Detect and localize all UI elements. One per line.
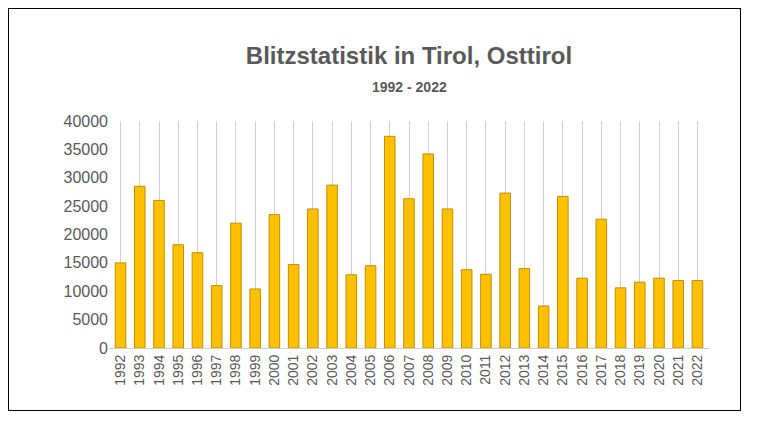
svg-text:2000: 2000 bbox=[266, 354, 282, 385]
svg-text:2008: 2008 bbox=[420, 354, 436, 385]
svg-text:2006: 2006 bbox=[381, 354, 397, 385]
svg-text:1992: 1992 bbox=[112, 354, 128, 385]
svg-text:2002: 2002 bbox=[304, 354, 320, 385]
svg-text:2018: 2018 bbox=[612, 354, 628, 385]
svg-text:1994: 1994 bbox=[151, 354, 167, 385]
svg-text:40000: 40000 bbox=[64, 113, 109, 130]
svg-text:2020: 2020 bbox=[651, 354, 667, 385]
svg-text:10000: 10000 bbox=[64, 283, 109, 300]
svg-text:0: 0 bbox=[99, 340, 108, 357]
svg-text:5000: 5000 bbox=[72, 311, 108, 328]
svg-text:25000: 25000 bbox=[64, 198, 109, 215]
svg-text:Blitzstatistik in Tirol, Ostti: Blitzstatistik in Tirol, Osttirol bbox=[246, 42, 572, 69]
svg-text:1992 - 2022: 1992 - 2022 bbox=[372, 79, 447, 95]
svg-text:2022: 2022 bbox=[689, 354, 705, 385]
svg-text:1998: 1998 bbox=[227, 354, 243, 385]
svg-text:2005: 2005 bbox=[362, 354, 378, 385]
svg-text:2004: 2004 bbox=[343, 354, 359, 385]
svg-text:2013: 2013 bbox=[516, 354, 532, 385]
svg-text:30000: 30000 bbox=[64, 169, 109, 186]
svg-text:2015: 2015 bbox=[554, 354, 570, 385]
svg-text:1995: 1995 bbox=[170, 354, 186, 385]
svg-text:1997: 1997 bbox=[208, 354, 224, 385]
svg-text:1993: 1993 bbox=[131, 354, 147, 385]
svg-text:2017: 2017 bbox=[593, 354, 609, 385]
svg-text:2011: 2011 bbox=[477, 354, 493, 384]
svg-text:2009: 2009 bbox=[439, 354, 455, 385]
svg-text:15000: 15000 bbox=[64, 254, 109, 271]
svg-text:2016: 2016 bbox=[574, 354, 590, 385]
svg-text:2007: 2007 bbox=[401, 354, 417, 385]
svg-text:2019: 2019 bbox=[631, 354, 647, 385]
svg-text:1999: 1999 bbox=[247, 354, 263, 385]
svg-text:2010: 2010 bbox=[458, 354, 474, 385]
svg-text:35000: 35000 bbox=[64, 141, 109, 158]
svg-text:2012: 2012 bbox=[497, 354, 513, 385]
svg-text:1996: 1996 bbox=[189, 354, 205, 385]
svg-text:2001: 2001 bbox=[285, 354, 301, 385]
svg-text:2014: 2014 bbox=[535, 354, 551, 385]
svg-text:2021: 2021 bbox=[670, 354, 686, 385]
svg-text:20000: 20000 bbox=[64, 226, 109, 243]
svg-text:2003: 2003 bbox=[324, 354, 340, 385]
